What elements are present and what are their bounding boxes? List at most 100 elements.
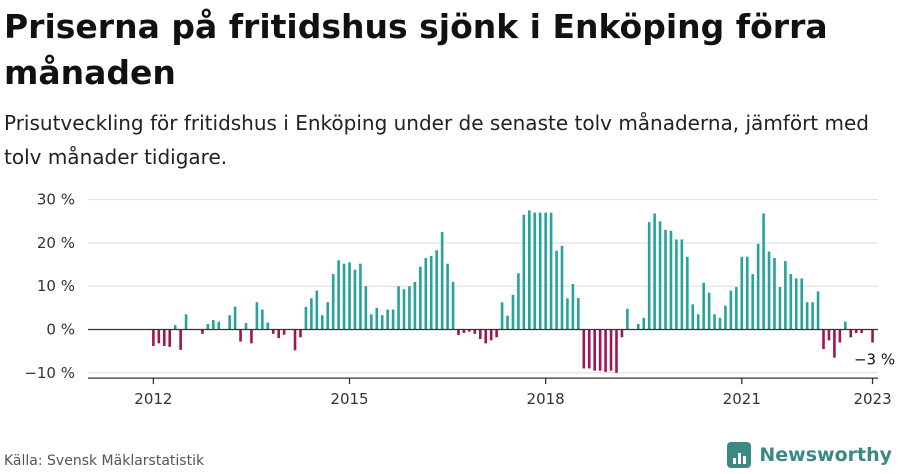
- bar: [495, 329, 498, 338]
- bar: [462, 329, 466, 333]
- bar: [320, 315, 324, 330]
- chart-subtitle: Prisutveckling för fritidshus i Enköping…: [4, 111, 869, 169]
- brand-logo: Newsworthy: [727, 442, 892, 468]
- bar: [468, 329, 471, 332]
- bar: [299, 329, 302, 338]
- bar: [402, 289, 406, 330]
- bar: [506, 315, 509, 330]
- bar: [201, 329, 204, 334]
- bar: [784, 261, 787, 330]
- bar: [380, 315, 384, 330]
- bar: [261, 309, 264, 330]
- bar: [457, 329, 460, 336]
- bar: [555, 250, 558, 330]
- bar: [228, 315, 231, 330]
- bar: [266, 322, 270, 330]
- x-tick-label: 2018: [527, 390, 565, 408]
- bar: [718, 317, 722, 330]
- bar: [707, 292, 711, 330]
- bar: [647, 222, 651, 330]
- bar: [391, 309, 395, 330]
- bar: [370, 314, 373, 330]
- bar: [789, 274, 793, 330]
- bar: [767, 251, 771, 330]
- bar: [315, 290, 319, 330]
- bar: [598, 329, 602, 371]
- y-tick-label: 0 %: [46, 321, 75, 339]
- bar: [615, 329, 618, 373]
- bar: [168, 329, 172, 347]
- bar: [511, 294, 515, 330]
- bar: [331, 274, 335, 330]
- bar: [609, 329, 613, 371]
- bar: [664, 229, 667, 330]
- x-tick-label: 2021: [723, 390, 761, 408]
- bar: [653, 213, 656, 330]
- bar: [517, 273, 520, 330]
- bar: [375, 307, 379, 330]
- bar: [271, 329, 275, 334]
- bar: [675, 239, 678, 330]
- bar: [860, 329, 863, 333]
- bar: [658, 221, 662, 330]
- bar: [255, 302, 259, 330]
- bar: [751, 274, 754, 330]
- x-tick-label: 2023: [853, 390, 891, 408]
- brand-name: Newsworthy: [759, 444, 892, 466]
- gridlines: [88, 199, 878, 374]
- bar: [173, 325, 177, 330]
- y-tick-label: 10 %: [37, 277, 75, 295]
- bar: [838, 329, 842, 343]
- bar: [577, 297, 580, 330]
- bar: [408, 286, 411, 330]
- bar: [413, 281, 417, 330]
- y-tick-label: 20 %: [37, 234, 75, 252]
- bar: [206, 323, 210, 330]
- bar: [538, 212, 542, 330]
- bar: [353, 269, 357, 330]
- bar: [435, 250, 438, 330]
- bar: [724, 305, 727, 330]
- x-tick-label: 2015: [330, 390, 368, 408]
- bar: [844, 321, 847, 330]
- bar: [811, 302, 814, 330]
- bar: [773, 258, 776, 330]
- bar: [871, 329, 874, 343]
- bar: [696, 314, 700, 330]
- bar: [157, 329, 161, 344]
- bar: [713, 314, 716, 330]
- bar-chart: 30 % 20 % 10 % 0 % −10 % 2012 2015 2018 2021 2023…: [24, 191, 895, 409]
- bar: [669, 230, 673, 330]
- bar: [217, 321, 221, 330]
- bar: [397, 286, 400, 330]
- bar: [179, 329, 182, 350]
- bar: [446, 263, 449, 330]
- bar: [626, 308, 629, 330]
- bar: [484, 329, 488, 344]
- bar: [489, 329, 493, 341]
- bar: [233, 306, 237, 330]
- bar: [282, 329, 286, 335]
- bar: [794, 278, 798, 330]
- bar: [735, 287, 738, 330]
- x-tick-label: 2012: [134, 390, 172, 408]
- bar: [827, 329, 831, 341]
- bar: [636, 323, 640, 330]
- bar: [571, 284, 575, 330]
- bar: [184, 314, 188, 330]
- bar: [686, 256, 689, 330]
- bar: [756, 243, 760, 330]
- bar: [239, 329, 242, 342]
- bar: [429, 255, 433, 330]
- bar: [849, 329, 853, 338]
- axes: 30 % 20 % 10 % 0 % −10 % 2012 2015 2018 2021 2023: [24, 191, 891, 409]
- bar: [419, 266, 422, 330]
- bar: [604, 329, 607, 372]
- bar: [342, 263, 346, 330]
- bar: [424, 258, 428, 330]
- chart-title: Priserna på fritidshus sjönk i Enköping …: [4, 7, 828, 92]
- bar: [522, 214, 526, 330]
- bar: [566, 298, 569, 330]
- bar: [620, 329, 624, 338]
- bar: [310, 298, 313, 330]
